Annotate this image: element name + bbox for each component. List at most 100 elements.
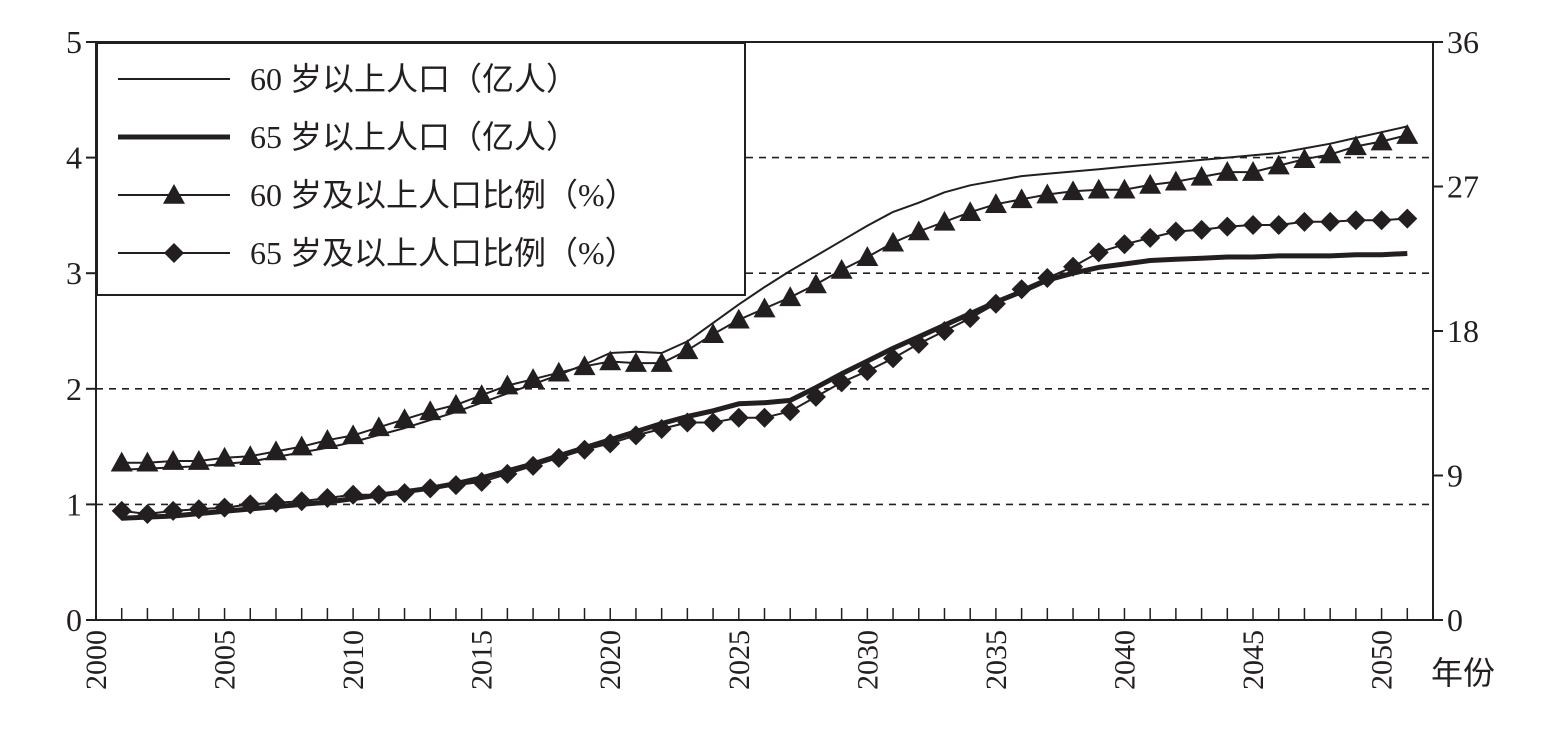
triangle-marker (856, 246, 879, 266)
x-tick-label: 2005 (209, 630, 242, 690)
diamond-marker (188, 499, 209, 520)
series-3 (110, 124, 1419, 472)
triangle-marker (959, 201, 982, 221)
diamond-marker (651, 418, 672, 439)
triangle-marker (213, 446, 236, 467)
triangle-marker (984, 193, 1007, 213)
triangle-marker (599, 350, 622, 371)
diamond-marker (780, 401, 801, 422)
diamond-marker (1397, 208, 1418, 229)
triangle-marker (830, 258, 853, 279)
right-tick-label: 36 (1447, 24, 1479, 60)
legend-label: 60 岁以上人口（亿人） (250, 61, 578, 97)
x-tick-label: 2025 (723, 630, 756, 690)
diamond-marker (908, 333, 929, 354)
legend-label: 60 岁及以上人口比例（%） (250, 177, 637, 213)
triangle-marker (779, 286, 802, 307)
triangle-marker (522, 368, 545, 388)
diamond-marker (137, 504, 158, 525)
triangle-marker (444, 393, 467, 414)
diamond-icon (164, 243, 184, 263)
triangle-marker (702, 323, 725, 344)
axes (86, 41, 1443, 621)
x-tick-label: 2045 (1237, 630, 1270, 690)
triangle-marker (1113, 178, 1136, 199)
triangle-marker (264, 440, 287, 461)
legend-item: 60 岁以上人口（亿人） (118, 61, 578, 97)
triangle-marker (110, 451, 133, 472)
diamond-marker (1011, 279, 1032, 300)
right-tick-label: 0 (1447, 602, 1463, 638)
diamond-marker (1268, 215, 1289, 236)
diamond-marker (805, 386, 826, 407)
legend-label: 65 岁及以上人口比例（%） (250, 235, 637, 271)
triangle-marker (419, 400, 442, 421)
diamond-marker (1294, 211, 1315, 232)
legend-item: 65 岁及以上人口比例（%） (118, 235, 637, 271)
x-tick-label: 2050 (1366, 630, 1399, 690)
diamond-marker (625, 425, 646, 446)
triangle-marker (342, 424, 365, 445)
left-tick-label: 0 (66, 602, 82, 638)
diamond-marker (214, 497, 235, 518)
triangle-marker (470, 384, 493, 405)
diamond-marker (985, 293, 1006, 314)
diamond-marker (111, 500, 132, 521)
left-tick-label: 2 (66, 371, 82, 407)
triangle-marker (1267, 154, 1290, 175)
series-layer (110, 124, 1419, 525)
triangle-marker (1293, 148, 1316, 169)
diamond-marker (1243, 215, 1264, 236)
diamond-marker (1140, 227, 1161, 248)
series-line (121, 251, 1408, 521)
series-4 (111, 208, 1418, 525)
diamond-marker (265, 492, 286, 513)
x-tick-label: 2010 (337, 630, 370, 690)
triangle-marker (804, 273, 827, 294)
diamond-marker (317, 487, 338, 508)
triangle-marker (1062, 180, 1085, 201)
diamond-marker (394, 483, 415, 504)
diamond-marker (728, 407, 749, 428)
triangle-marker (650, 352, 673, 372)
triangle-marker (1087, 178, 1110, 199)
triangle-icon (163, 184, 185, 204)
triangle-marker (316, 429, 339, 449)
left-tick-label: 5 (66, 24, 82, 60)
diamond-marker (497, 463, 518, 484)
diamond-marker (1088, 242, 1109, 263)
diamond-marker (1320, 211, 1341, 232)
triangle-marker (933, 210, 956, 231)
diamond-marker (754, 407, 775, 428)
diamond-marker (934, 321, 955, 341)
diamond-marker (163, 500, 184, 521)
diamond-marker (1345, 210, 1366, 231)
diamond-marker (471, 471, 492, 492)
diamond-marker (523, 455, 544, 476)
left-tick-label: 4 (66, 140, 82, 176)
diamond-marker (1063, 256, 1084, 277)
diamond-marker (1191, 219, 1212, 240)
left-tick-label: 1 (66, 486, 82, 522)
diamond-marker (960, 308, 981, 329)
triangle-marker (393, 408, 416, 429)
triangle-marker (1370, 130, 1393, 151)
triangle-marker (573, 355, 596, 376)
triangle-marker (162, 450, 185, 470)
series-2 (121, 251, 1408, 521)
diamond-marker (831, 372, 852, 393)
right-tick-label: 18 (1447, 313, 1479, 349)
diamond-marker (291, 491, 312, 512)
x-tick-label: 2000 (80, 630, 113, 690)
diamond-marker (1037, 268, 1058, 289)
triangle-marker (1190, 165, 1213, 186)
legend-item: 60 岁及以上人口比例（%） (118, 177, 637, 213)
triangle-marker (187, 450, 210, 470)
triangle-marker (1242, 161, 1265, 181)
x-tick-label: 2015 (466, 630, 499, 690)
diamond-marker (1217, 216, 1238, 237)
tick-labels: 0 1 2 3 4 5 0 9 18 27 36 2000 2005 2010 2015 2020 2025 20… (66, 24, 1479, 690)
diamond-marker (368, 484, 389, 505)
triangle-marker (1216, 161, 1239, 181)
triangle-marker (727, 308, 750, 329)
